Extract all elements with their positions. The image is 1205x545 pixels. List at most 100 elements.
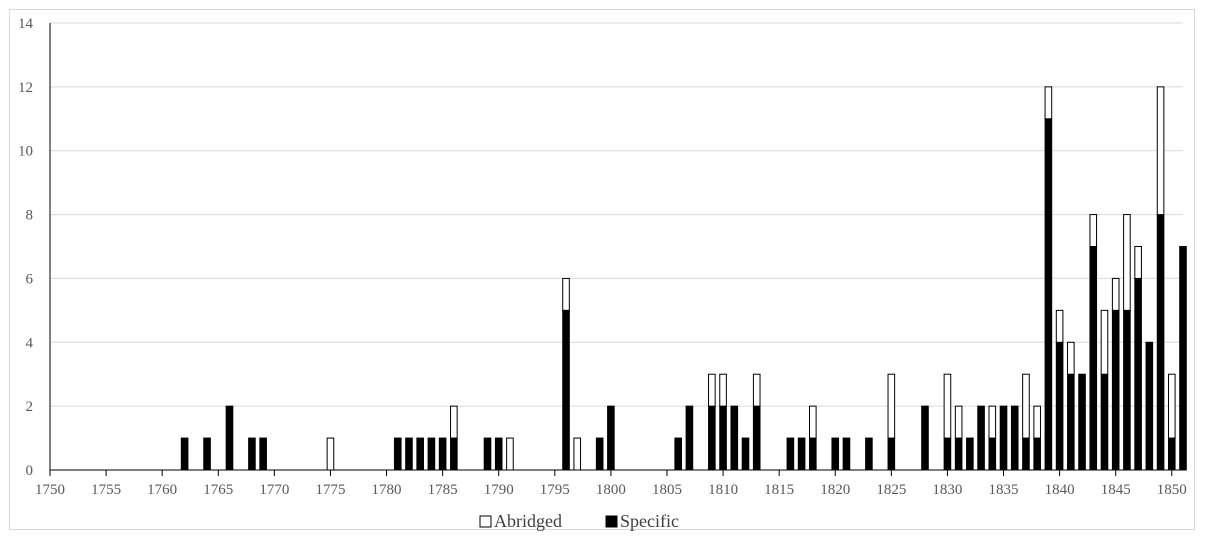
x-tick-label-1770: 1770 (259, 482, 289, 498)
x-tick-label-1775: 1775 (315, 482, 345, 498)
bar-abridged-1791 (506, 437, 514, 471)
x-tick-label-1760: 1760 (147, 482, 177, 498)
bar-abridged-1796 (562, 277, 570, 311)
bar-abridged-1797 (573, 437, 582, 471)
bar-abridged-1849 (1156, 86, 1165, 216)
bar-abridged-1809 (708, 373, 716, 407)
bar-specific-1842 (1078, 373, 1086, 471)
bar-abridged-1837 (1022, 373, 1030, 439)
x-tick-label-1825: 1825 (876, 482, 906, 498)
bar-specific-1838 (1033, 437, 1041, 471)
bar-specific-1830 (943, 437, 952, 471)
bar-specific-1785 (438, 437, 447, 471)
bar-abridged-1846 (1123, 214, 1131, 311)
bar-abridged-1831 (954, 405, 963, 439)
bar-specific-1813 (752, 405, 761, 471)
x-tick-label-1755: 1755 (91, 482, 121, 498)
x-tick-label-1835: 1835 (989, 482, 1019, 498)
bar-specific-1806 (674, 437, 682, 471)
bar-abridged-1839 (1044, 86, 1053, 120)
bar-abridged-1840 (1055, 309, 1064, 343)
bar-specific-1796 (562, 309, 570, 471)
bar-specific-1816 (786, 437, 795, 471)
bar-specific-1783 (416, 437, 424, 471)
x-tick-label-1750: 1750 (35, 482, 65, 498)
bar-specific-1764 (203, 437, 211, 471)
bar-specific-1766 (225, 405, 234, 471)
bar-specific-1834 (988, 437, 997, 471)
x-tick-label-1800: 1800 (596, 482, 626, 498)
bar-specific-1843 (1089, 246, 1098, 471)
y-tick-label-8: 8 (26, 208, 34, 224)
legend-label-specific: Specific (620, 511, 679, 531)
bar-abridged-1841 (1067, 341, 1075, 375)
bar-specific-1849 (1156, 214, 1165, 471)
bar-abridged-1844 (1100, 309, 1109, 375)
bar-abridged-1838 (1033, 405, 1041, 439)
bar-specific-1841 (1067, 373, 1075, 471)
bar-specific-1820 (831, 437, 840, 471)
y-tick-label-10: 10 (18, 144, 33, 160)
bar-specific-1769 (259, 437, 267, 471)
bar-abridged-1786 (450, 405, 458, 439)
bar-abridged-1830 (943, 373, 952, 439)
bar-abridged-1843 (1089, 214, 1098, 247)
bar-specific-1845 (1111, 309, 1120, 471)
legend-swatch-specific (605, 515, 618, 528)
chart-frame (9, 9, 1195, 530)
bar-specific-1810 (719, 405, 727, 471)
bar-specific-1850 (1167, 437, 1176, 471)
bar-specific-1768 (248, 437, 256, 471)
x-tick-label-1765: 1765 (203, 482, 233, 498)
bar-specific-1832 (966, 437, 974, 471)
bar-specific-1790 (494, 437, 503, 471)
bar-specific-1812 (741, 437, 750, 471)
bar-specific-1811 (730, 405, 739, 471)
x-tick-label-1815: 1815 (764, 482, 794, 498)
bar-specific-1840 (1055, 341, 1064, 471)
bar-specific-1825 (887, 437, 896, 471)
y-tick-label-2: 2 (26, 399, 34, 415)
x-tick-label-1780: 1780 (372, 482, 402, 498)
bar-specific-1799 (595, 437, 604, 471)
bar-specific-1835 (999, 405, 1008, 471)
bar-abridged-1825 (887, 373, 896, 439)
bar-specific-1828 (921, 405, 929, 471)
x-tick-label-1795: 1795 (540, 482, 570, 498)
bar-specific-1781 (393, 437, 402, 471)
bar-specific-1817 (797, 437, 806, 471)
bar-abridged-1818 (809, 405, 817, 439)
y-tick-label-4: 4 (26, 335, 34, 351)
x-tick-label-1840: 1840 (1045, 482, 1075, 498)
bar-abridged-1834 (988, 405, 997, 439)
bar-specific-1837 (1022, 437, 1030, 471)
bar-abridged-1850 (1167, 373, 1176, 439)
legend-label-abridged: Abridged (494, 511, 562, 531)
bar-specific-1800 (607, 405, 615, 471)
x-tick-label-1805: 1805 (652, 482, 682, 498)
bar-specific-1789 (483, 437, 492, 471)
bar-abridged-1775 (326, 437, 335, 471)
bar-specific-1809 (708, 405, 716, 471)
bar-specific-1762 (180, 437, 189, 471)
bar-specific-1836 (1010, 405, 1019, 471)
legend-swatch-abridged (479, 515, 492, 528)
y-tick-label-14: 14 (18, 16, 34, 32)
x-tick-label-1850: 1850 (1157, 482, 1187, 498)
bar-specific-1818 (809, 437, 817, 471)
bar-specific-1821 (842, 437, 851, 471)
y-tick-label-12: 12 (18, 80, 33, 96)
bar-specific-1846 (1123, 309, 1131, 471)
bar-abridged-1810 (719, 373, 727, 407)
bar-specific-1784 (427, 437, 436, 471)
x-tick-label-1790: 1790 (484, 482, 514, 498)
bar-specific-1839 (1044, 118, 1053, 471)
bar-specific-1844 (1100, 373, 1109, 471)
x-tick-label-1830: 1830 (932, 482, 962, 498)
bar-specific-1831 (954, 437, 963, 471)
bar-specific-1823 (865, 437, 873, 471)
bar-abridged-1845 (1111, 277, 1120, 311)
bar-abridged-1847 (1134, 246, 1142, 279)
